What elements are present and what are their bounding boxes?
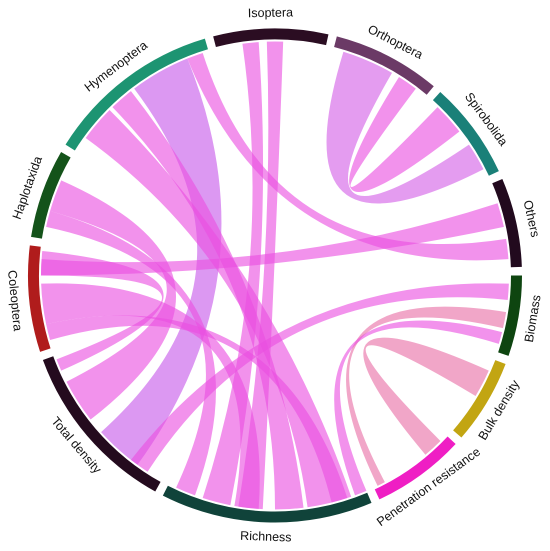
sector-label-biomass: Biomass: [522, 294, 544, 344]
ribbon-link-2: [238, 41, 284, 510]
ribbon-link-4: [349, 77, 460, 193]
ribbon-link-18: [334, 320, 503, 496]
ribbon-link-14: [187, 52, 509, 261]
ribbon-link-10: [41, 251, 164, 371]
sector-arcs-layer: [27, 28, 522, 523]
ribbon-link-5: [101, 58, 222, 465]
ribbon-link-15: [130, 283, 509, 472]
sector-arc-penetration-resistance: [374, 436, 456, 500]
sector-arc-bulk-density: [453, 360, 506, 438]
ribbons-layer: [41, 41, 509, 510]
ribbon-link-11: [41, 283, 260, 509]
sector-arc-richness: [162, 485, 372, 523]
sector-arc-orthoptera: [334, 36, 434, 95]
sector-arc-hymenoptera: [65, 38, 208, 151]
sector-label-coleoptera: Coleoptera: [5, 269, 25, 331]
ribbon-link-8: [50, 180, 177, 420]
sector-label-bulk-density: Bulk density: [476, 377, 523, 443]
sector-arc-biomass: [498, 275, 522, 356]
sector-label-richness: Richness: [240, 529, 292, 545]
sector-arc-others: [492, 178, 522, 268]
ribbon-link-16: [346, 306, 507, 486]
ribbon-link-1: [202, 42, 264, 506]
sector-arc-coleoptera: [27, 245, 51, 352]
ribbon-link-3: [326, 51, 484, 204]
sector-label-isoptera: Isoptera: [248, 5, 293, 20]
ribbon-link-13: [41, 203, 504, 276]
ribbon-link-7: [112, 91, 304, 510]
sector-arc-haplotaxida: [31, 152, 71, 239]
ribbon-link-17: [363, 337, 489, 455]
sector-arc-spirobolida: [432, 91, 499, 176]
sector-label-others: Others: [521, 199, 543, 239]
ribbon-link-9: [46, 211, 216, 496]
sector-arc-isoptera: [213, 28, 329, 48]
sector-arc-total-density: [42, 356, 161, 492]
